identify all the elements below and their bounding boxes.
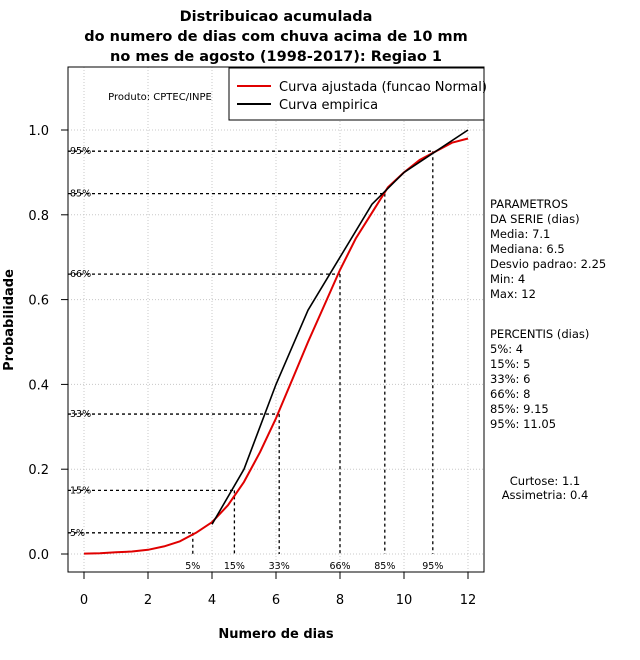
x-tick-label: 6 <box>272 593 280 608</box>
percentile-label-y: 95% <box>70 146 91 157</box>
parametros-line: Desvio padrao: 2.25 <box>490 257 606 271</box>
percentis-line: 66%: 8 <box>490 387 530 401</box>
x-tick-label: 12 <box>460 593 477 608</box>
parametros-line: DA SERIE (dias) <box>490 212 580 226</box>
parametros-line: PARAMETROS <box>490 197 568 211</box>
product-label: Produto: CPTEC/INPE <box>108 92 212 103</box>
x-tick-label: 4 <box>208 593 216 608</box>
parametros-line: Media: 7.1 <box>490 227 550 241</box>
percentile-label-x: 95% <box>422 561 443 572</box>
percentile-label-x: 66% <box>329 561 350 572</box>
percentile-guides: 5% 5% 15% 15% 33% 33% 66% 66% 85% 85% 95% 95% <box>68 146 443 572</box>
moment-line: Curtose: 1.1 <box>510 474 580 488</box>
title-line-1: Distribuicao acumulada <box>180 9 373 25</box>
x-tick-label: 8 <box>336 593 344 608</box>
x-axis-title: Numero de dias <box>218 627 334 642</box>
axes: 0 2 4 6 8 10 12 0.0 0.2 0.4 0.6 0.8 1.0 Numero de dia… <box>2 124 476 642</box>
percentis-line: 85%: 9.15 <box>490 402 549 416</box>
parametros-line: Min: 4 <box>490 272 525 286</box>
percentile-label-y: 5% <box>70 528 85 539</box>
percentile-label-y: 15% <box>70 485 91 496</box>
legend: Curva ajustada (funcao Normal) Curva empi… <box>228 67 487 121</box>
y-tick-label: 0.6 <box>28 294 49 309</box>
empirical-curve <box>211 129 469 525</box>
percentis-line: 5%: 4 <box>490 342 523 356</box>
y-tick-label: 0.4 <box>28 378 49 393</box>
legend-label: Curva ajustada (funcao Normal) <box>279 80 487 95</box>
y-tick-label: 1.0 <box>28 124 49 139</box>
percentis-line: 33%: 6 <box>490 372 530 386</box>
percentile-label-x: 85% <box>374 561 395 572</box>
x-tick-label: 10 <box>396 593 413 608</box>
parametros-line: Max: 12 <box>490 287 536 301</box>
percentile-label-x: 5% <box>185 561 200 572</box>
legend-label: Curva empirica <box>279 98 378 113</box>
percentis-line: PERCENTIS (dias) <box>490 327 589 341</box>
percentile-label-x: 15% <box>224 561 245 572</box>
percentis-line: 15%: 5 <box>490 357 530 371</box>
percentis-line: 95%: 11.05 <box>490 417 556 431</box>
x-tick-label: 2 <box>144 593 152 608</box>
y-tick-label: 0.0 <box>28 548 49 563</box>
moment-line: Assimetria: 0.4 <box>502 488 589 502</box>
chart-title: Distribuicao acumulada do numero de dias … <box>84 9 467 65</box>
title-line-2: do numero de dias com chuva acima de 10 … <box>84 29 467 45</box>
y-axis-title: Probabilidade <box>2 269 17 371</box>
x-tick-label: 0 <box>80 593 88 608</box>
title-line-3: no mes de agosto (1998-2017): Regiao 1 <box>110 49 442 65</box>
percentile-label-y: 66% <box>70 269 91 280</box>
y-tick-label: 0.8 <box>28 209 49 224</box>
parametros-line: Mediana: 6.5 <box>490 242 565 256</box>
percentile-label-y: 85% <box>70 189 91 200</box>
series-lines <box>83 129 469 555</box>
legend-box <box>228 67 485 121</box>
y-tick-label: 0.2 <box>28 463 49 478</box>
percentile-label-y: 33% <box>70 409 91 420</box>
percentile-label-x: 33% <box>269 561 290 572</box>
